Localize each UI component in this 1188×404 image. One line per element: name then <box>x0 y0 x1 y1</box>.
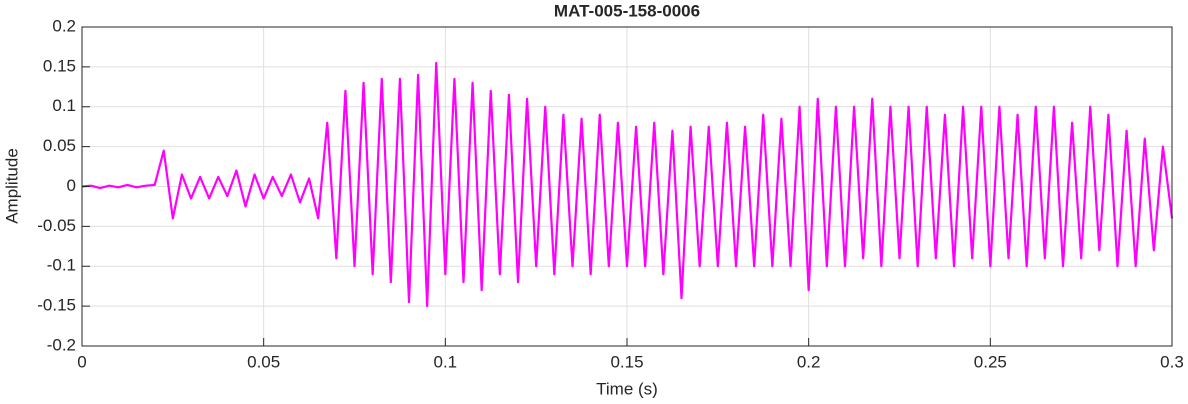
y-tick-label: -0.05 <box>37 216 76 235</box>
y-tick-label: -0.15 <box>37 296 76 315</box>
x-tick-label: 0.25 <box>974 352 1007 371</box>
lines <box>81 61 1174 308</box>
y-axis-label: Amplitude <box>2 148 21 224</box>
x-tick-label: 0 <box>77 352 86 371</box>
x-tick-label: 0.3 <box>1160 352 1184 371</box>
y-tick-label: 0.05 <box>43 136 76 155</box>
x-tick-label: 0.1 <box>434 352 458 371</box>
x-axis-label: Time (s) <box>596 379 658 398</box>
x-tick-label: 0.05 <box>247 352 280 371</box>
y-tick-label: -0.1 <box>47 256 76 275</box>
y-tick-label: -0.2 <box>47 335 76 354</box>
y-tick-label: 0.15 <box>43 56 76 75</box>
y-tick-label: 0 <box>67 176 76 195</box>
x-tick-label: 0.15 <box>610 352 643 371</box>
chart-title: MAT-005-158-0006 <box>554 1 700 20</box>
y-tick-label: 0.1 <box>52 96 76 115</box>
x-tick-label: 0.2 <box>797 352 821 371</box>
series-line <box>81 61 1174 308</box>
y-tick-label: 0.2 <box>52 16 76 35</box>
